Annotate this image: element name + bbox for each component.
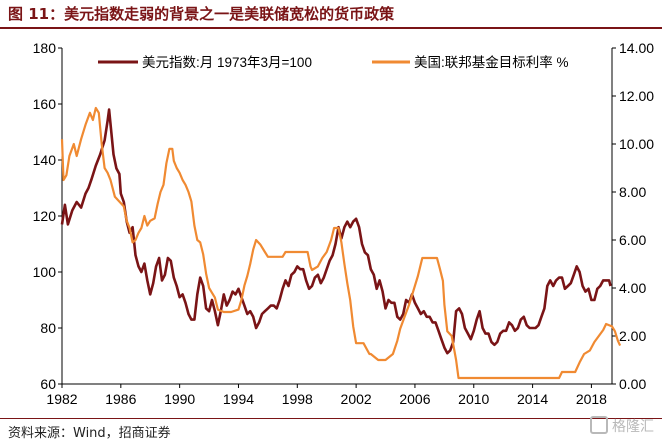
source-note: 资料来源：Wind，招商证券 [8,426,171,441]
y-tick-label-right: 8.00 [619,184,646,200]
y-tick-label-left: 80 [40,320,56,336]
watermark-logo-icon [590,416,608,434]
y-tick-label-left: 100 [33,264,57,280]
source-divider [0,418,662,419]
x-tick-label: 2018 [576,391,607,407]
watermark-text: 格隆汇 [612,419,654,435]
y-tick-label-right: 6.00 [619,232,646,248]
title-divider [0,27,662,29]
y-tick-label-left: 120 [33,208,57,224]
title-bar: 图 11：美元指数走弱的背景之一是美联储宽松的货币政策 [0,0,662,29]
fed-rate-series-line [60,106,622,380]
y-tick-label-left: 160 [33,96,57,112]
x-tick-label: 2006 [399,391,430,407]
x-tick-label: 2014 [517,391,548,407]
watermark: 格隆汇 [590,416,654,436]
y-tick-label-right: 14.00 [619,40,654,56]
y-tick-label-right: 10.00 [619,136,654,152]
x-tick-label: 1994 [223,391,254,407]
y-tick-label-left: 140 [33,152,57,168]
chart-title: 图 11：美元指数走弱的背景之一是美联储宽松的货币政策 [8,5,395,23]
x-tick-label: 1998 [282,391,313,407]
dxy-series-line [60,108,612,355]
chart-legend: 美元指数:月 1973年3月=100 美国:联邦基金目标利率 % [98,54,569,70]
legend-label-dxy: 美元指数:月 1973年3月=100 [142,55,312,70]
x-tick-label: 2002 [341,391,372,407]
dxy-fed-chart: 60 80 100 120 140 160 180 0.00 2.00 4.00 6.00 8.00 1… [33,40,655,407]
x-tick-label: 1986 [105,391,136,407]
chart-lines [60,106,622,380]
legend-label-fed: 美国:联邦基金目标利率 % [414,54,569,70]
y-tick-label-right: 4.00 [619,280,646,296]
x-tick-label: 2010 [458,391,489,407]
chart-axes: 60 80 100 120 140 160 180 0.00 2.00 4.00 6.00 8.00 1… [33,40,655,407]
y-tick-label-right: 0.00 [619,376,646,392]
x-tick-label: 1982 [46,391,77,407]
y-tick-label-left: 180 [33,40,57,56]
x-tick-label: 1990 [164,391,195,407]
y-tick-label-right: 2.00 [619,328,646,344]
y-tick-label-right: 12.00 [619,88,654,104]
y-tick-label-left: 60 [40,376,56,392]
